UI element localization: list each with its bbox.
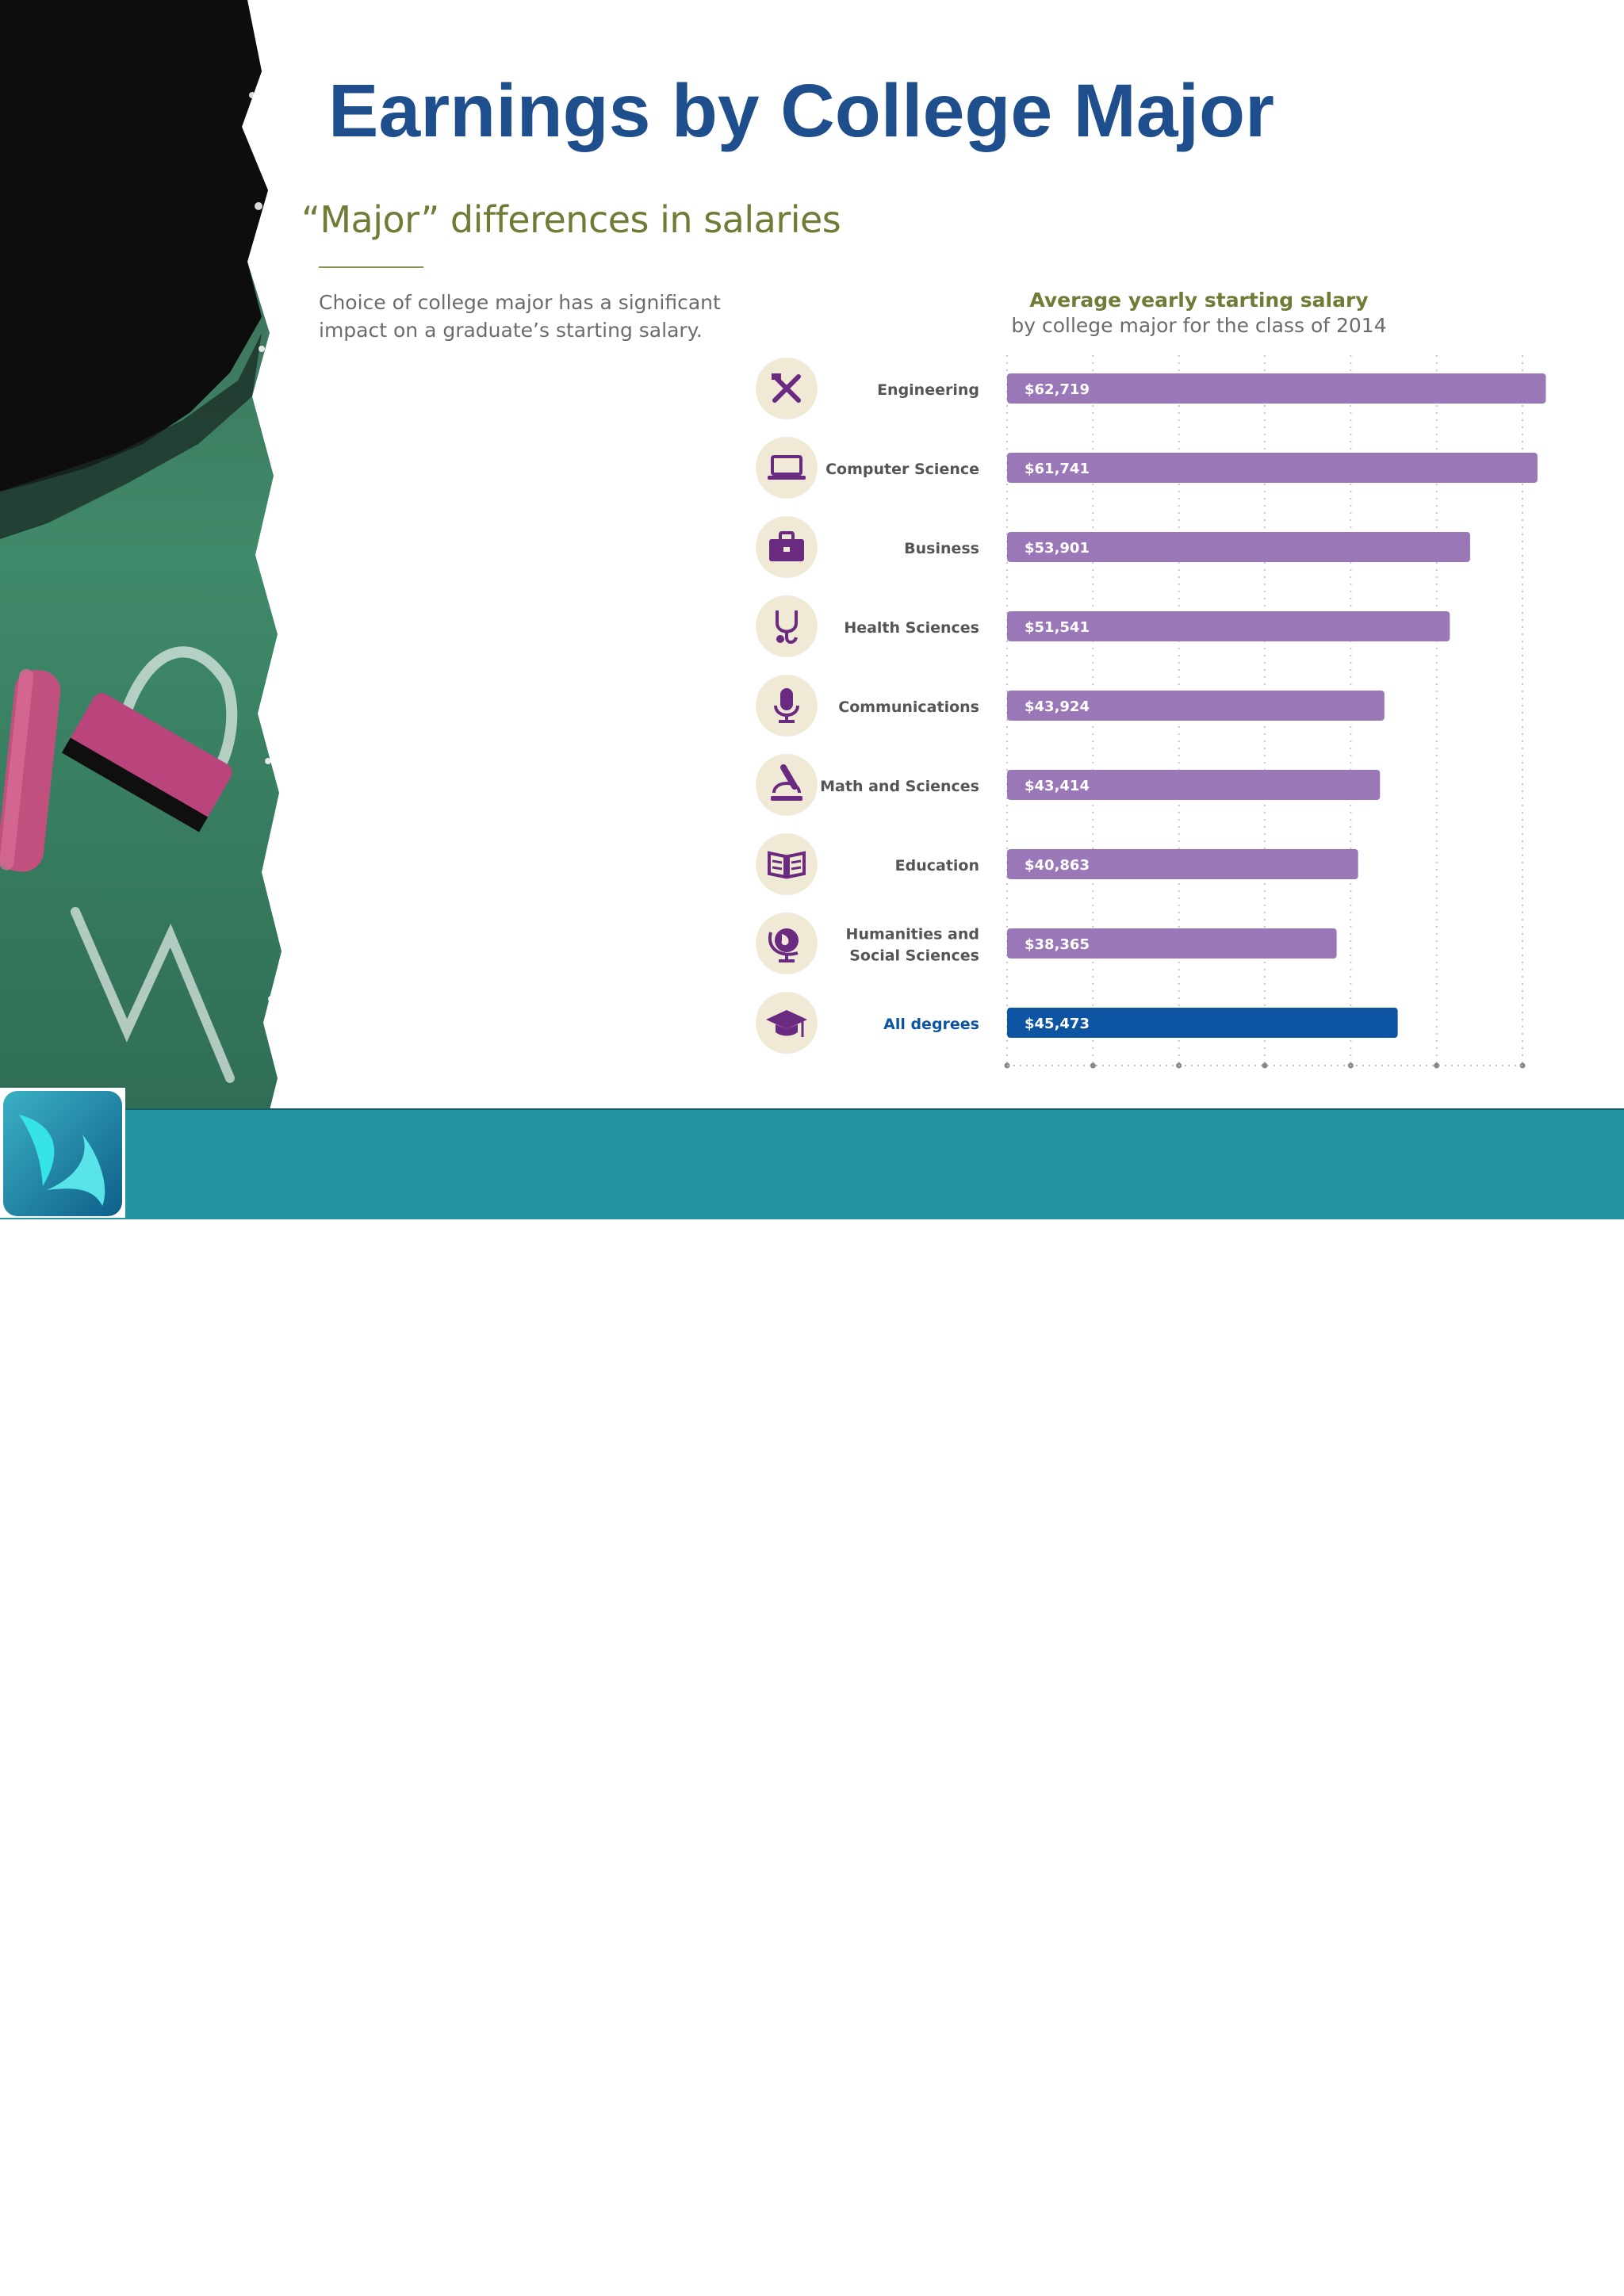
chart-subtitle: by college major for the class of 2014 (1011, 314, 1387, 337)
value-label-education: $40,863 (1025, 857, 1090, 874)
category-label-all-degrees: All degrees (883, 1016, 979, 1033)
category-label-computer-science: Computer Science (825, 461, 979, 478)
intro-line-1: Choice of college major has a significan… (319, 291, 721, 314)
bar-humanities-and-social-sciences (1007, 928, 1337, 959)
value-label-humanities-and-social-sciences: $38,365 (1025, 936, 1090, 953)
value-label-computer-science: $61,741 (1025, 461, 1090, 477)
laptop-icon (756, 437, 818, 499)
swoosh-logo-icon (0, 1088, 125, 1218)
category-label-communications: Communications (838, 698, 979, 716)
microscope-icon (756, 754, 818, 816)
value-label-all-degrees: $45,473 (1025, 1016, 1090, 1032)
globe-icon (756, 913, 818, 974)
bar-engineering (1007, 373, 1546, 404)
bar-computer-science (1007, 453, 1538, 483)
graduation-cap-icon (756, 992, 818, 1054)
value-label-engineering: $62,719 (1025, 381, 1090, 398)
bar-math-and-sciences (1007, 770, 1381, 800)
bar-health-sciences (1007, 611, 1450, 641)
footer-text: Saunders Learning Group, Newton, KS (153, 2261, 690, 2295)
chalkboard-art-panel (0, 0, 285, 1110)
category-label-engineering: Engineering (877, 381, 979, 399)
value-label-health-sciences: $51,541 (1025, 619, 1090, 636)
microphone-icon (756, 675, 818, 737)
salary-bar-chart: Engineering $62,719 Computer Science $61,74… (756, 355, 1546, 1069)
briefcase-icon (756, 516, 818, 578)
bar-education (1007, 849, 1358, 879)
value-label-business: $53,901 (1025, 540, 1090, 557)
book-icon (756, 833, 818, 895)
category-label-math-and-sciences: Math and Sciences (820, 778, 979, 795)
stethoscope-icon (756, 595, 818, 657)
heading-divider (319, 266, 423, 268)
category-label-humanities-and-social-sciences-line-1: Humanities and (846, 926, 979, 943)
intro-text: Choice of college major has a significan… (319, 289, 731, 344)
intro-line-2: impact on a graduate’s starting salary. (319, 319, 703, 342)
category-label-humanities-and-social-sciences-line-2: Social Sciences (849, 947, 979, 965)
value-label-math-and-sciences: $43,414 (1025, 778, 1090, 794)
infographic-heading: “Major” differences in salaries (301, 198, 841, 241)
axis-tick (1090, 1062, 1096, 1069)
chart-gridlines (1004, 355, 1526, 1069)
chart-title: Average yearly starting salary (1029, 289, 1369, 312)
bar-business (1007, 532, 1470, 562)
tools-icon (756, 358, 818, 419)
axis-tick (1434, 1062, 1440, 1069)
bar-all-degrees (1007, 1008, 1398, 1038)
axis-tick (1262, 1062, 1268, 1069)
category-label-health-sciences: Health Sciences (844, 619, 979, 637)
category-label-education: Education (895, 857, 979, 874)
value-label-communications: $43,924 (1025, 698, 1090, 715)
slide-title: Earnings by College Major (328, 69, 1275, 153)
footer-bar: Saunders Learning Group, Newton, KS (0, 1108, 1624, 2295)
bar-communications (1007, 691, 1385, 721)
category-label-business: Business (904, 540, 979, 557)
